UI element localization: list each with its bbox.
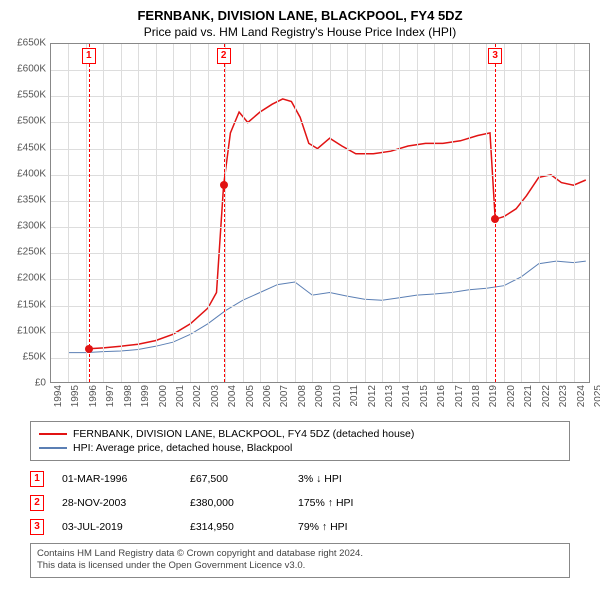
legend-item-hpi: HPI: Average price, detached house, Blac… <box>39 441 561 455</box>
events-table: 1 01-MAR-1996 £67,500 3% ↓ HPI 2 28-NOV-… <box>30 467 570 539</box>
event-pct-1: 3% ↓ HPI <box>298 473 408 485</box>
xtick-label: 2020 <box>506 385 517 407</box>
xtick-label: 2009 <box>314 385 325 407</box>
event-vline-1 <box>89 44 90 382</box>
event-vline-2 <box>224 44 225 382</box>
xtick-label: 2019 <box>488 385 499 407</box>
xtick-label: 2012 <box>367 385 378 407</box>
xtick-label: 2002 <box>192 385 203 407</box>
xtick-label: 2025 <box>593 385 600 407</box>
ytick-label: £550K <box>17 90 46 101</box>
xtick-label: 2010 <box>332 385 343 407</box>
ytick-label: £400K <box>17 168 46 179</box>
ytick-label: £450K <box>17 142 46 153</box>
xtick-label: 1994 <box>53 385 64 407</box>
xtick-label: 2013 <box>384 385 395 407</box>
plot-box: 1 2 3 <box>50 43 590 383</box>
event-pct-2: 175% ↑ HPI <box>298 497 408 509</box>
event-marker-2: 2 <box>30 495 44 511</box>
xtick-label: 2022 <box>541 385 552 407</box>
ytick-label: £250K <box>17 247 46 258</box>
xtick-label: 2024 <box>576 385 587 407</box>
event-marker-1: 1 <box>30 471 44 487</box>
event-row-3: 3 03-JUL-2019 £314,950 79% ↑ HPI <box>30 515 570 539</box>
event-marker-3: 3 <box>30 519 44 535</box>
event-date-2: 28-NOV-2003 <box>62 497 172 509</box>
legend-box: FERNBANK, DIVISION LANE, BLACKPOOL, FY4 … <box>30 421 570 461</box>
ytick-label: £500K <box>17 116 46 127</box>
xtick-label: 2015 <box>419 385 430 407</box>
sale-point-1 <box>85 345 93 353</box>
chart-container: FERNBANK, DIVISION LANE, BLACKPOOL, FY4 … <box>0 0 600 590</box>
xtick-label: 2007 <box>279 385 290 407</box>
xtick-label: 1996 <box>88 385 99 407</box>
footer-box: Contains HM Land Registry data © Crown c… <box>30 543 570 578</box>
event-marker-box-3: 3 <box>488 48 502 64</box>
event-vline-3 <box>495 44 496 382</box>
xtick-label: 2016 <box>436 385 447 407</box>
xtick-label: 1998 <box>123 385 134 407</box>
series-line-property <box>89 99 586 349</box>
xtick-label: 2004 <box>227 385 238 407</box>
event-marker-box-1: 1 <box>82 48 96 64</box>
event-price-3: £314,950 <box>190 521 280 533</box>
xtick-label: 2001 <box>175 385 186 407</box>
chart-subtitle: Price paid vs. HM Land Registry's House … <box>0 23 600 43</box>
xtick-label: 1999 <box>140 385 151 407</box>
xtick-label: 2021 <box>523 385 534 407</box>
event-marker-box-2: 2 <box>217 48 231 64</box>
xtick-label: 2008 <box>297 385 308 407</box>
ytick-label: £200K <box>17 273 46 284</box>
event-price-1: £67,500 <box>190 473 280 485</box>
series-svg <box>51 44 591 384</box>
series-line-hpi <box>68 261 585 353</box>
legend-swatch-hpi <box>39 447 67 449</box>
sale-point-3 <box>491 215 499 223</box>
ytick-label: £100K <box>17 325 46 336</box>
xtick-label: 2017 <box>454 385 465 407</box>
ytick-label: £300K <box>17 221 46 232</box>
legend-item-property: FERNBANK, DIVISION LANE, BLACKPOOL, FY4 … <box>39 427 561 441</box>
xtick-label: 2014 <box>401 385 412 407</box>
event-price-2: £380,000 <box>190 497 280 509</box>
legend-swatch-property <box>39 433 67 435</box>
event-pct-3: 79% ↑ HPI <box>298 521 408 533</box>
ytick-label: £600K <box>17 64 46 75</box>
footer-line-1: Contains HM Land Registry data © Crown c… <box>37 548 563 560</box>
xtick-label: 2018 <box>471 385 482 407</box>
footer-line-2: This data is licensed under the Open Gov… <box>37 560 563 572</box>
event-date-1: 01-MAR-1996 <box>62 473 172 485</box>
ytick-label: £350K <box>17 194 46 205</box>
xtick-label: 1997 <box>105 385 116 407</box>
xtick-label: 2023 <box>558 385 569 407</box>
event-row-2: 2 28-NOV-2003 £380,000 175% ↑ HPI <box>30 491 570 515</box>
xtick-label: 2005 <box>245 385 256 407</box>
legend-label-hpi: HPI: Average price, detached house, Blac… <box>73 442 292 454</box>
xtick-label: 1995 <box>70 385 81 407</box>
chart-title: FERNBANK, DIVISION LANE, BLACKPOOL, FY4 … <box>0 0 600 23</box>
sale-point-2 <box>220 181 228 189</box>
xtick-label: 2003 <box>210 385 221 407</box>
legend-label-property: FERNBANK, DIVISION LANE, BLACKPOOL, FY4 … <box>73 428 414 440</box>
chart-plot-area: 123 £0£50K£100K£150K£200K£250K£300K£350K… <box>50 43 590 383</box>
xtick-label: 2006 <box>262 385 273 407</box>
event-date-3: 03-JUL-2019 <box>62 521 172 533</box>
ytick-label: £650K <box>17 38 46 49</box>
xtick-label: 2000 <box>158 385 169 407</box>
event-row-1: 1 01-MAR-1996 £67,500 3% ↓ HPI <box>30 467 570 491</box>
ytick-label: £0 <box>35 378 46 389</box>
xtick-label: 2011 <box>349 385 360 407</box>
ytick-label: £50K <box>23 351 46 362</box>
ytick-label: £150K <box>17 299 46 310</box>
